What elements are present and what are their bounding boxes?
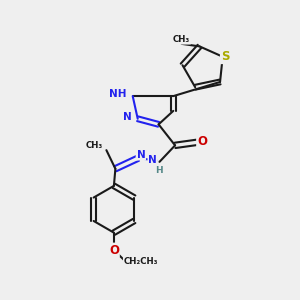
Text: CH₂CH₃: CH₂CH₃ — [124, 257, 158, 266]
Text: CH₃: CH₃ — [173, 35, 190, 44]
Text: NH: NH — [109, 89, 126, 99]
Text: CH₃: CH₃ — [85, 141, 103, 150]
Text: N: N — [123, 112, 132, 122]
Text: O: O — [109, 244, 119, 256]
Text: O: O — [197, 135, 207, 148]
Text: N: N — [148, 155, 157, 165]
Text: N: N — [136, 150, 145, 160]
Text: S: S — [221, 50, 230, 63]
Text: H: H — [155, 166, 163, 175]
